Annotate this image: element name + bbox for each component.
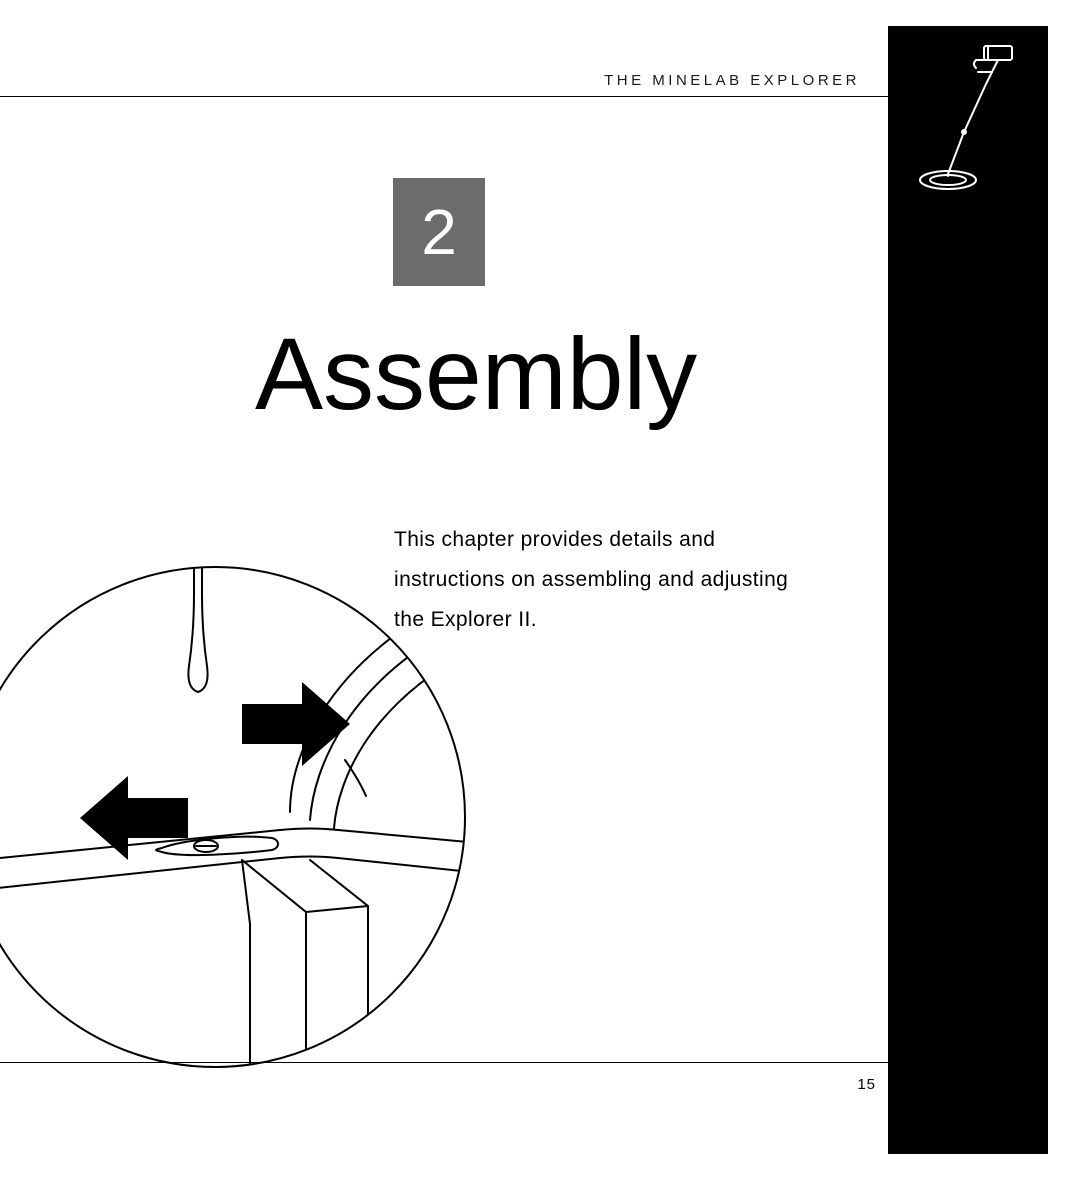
page-number: 15 bbox=[836, 1076, 876, 1093]
page-root: THE MINELAB EXPLORER bbox=[0, 0, 1080, 1188]
chapter-number-badge: 2 bbox=[393, 178, 485, 286]
header-label: THE MINELAB EXPLORER bbox=[540, 72, 860, 89]
header-rule bbox=[0, 96, 888, 97]
chapter-number: 2 bbox=[421, 200, 457, 264]
chapter-title: Assembly bbox=[255, 316, 697, 433]
metal-detector-icon bbox=[906, 38, 1036, 198]
footer-rule bbox=[0, 1062, 888, 1063]
assembly-illustration bbox=[0, 552, 480, 1082]
sidebar-strip bbox=[888, 26, 1048, 1154]
